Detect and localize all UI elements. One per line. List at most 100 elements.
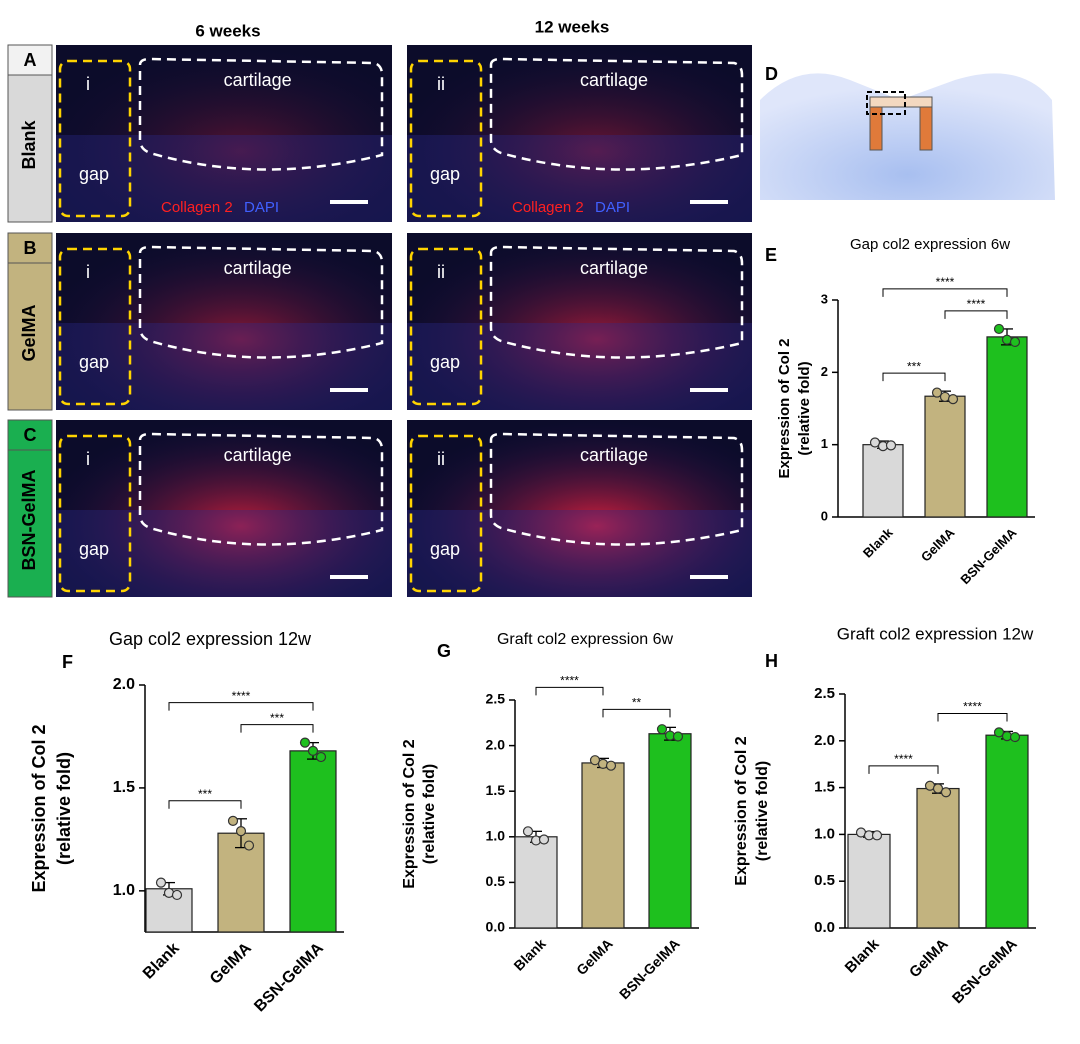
image-label: i	[86, 262, 90, 282]
gap-outline	[409, 434, 483, 593]
x-tick-label: BSN-GelMA	[957, 525, 1020, 588]
roi-box	[866, 91, 906, 115]
image-label: gap	[430, 539, 460, 559]
y-tick-label: 2.5	[486, 691, 506, 707]
image-label: gap	[79, 539, 109, 559]
data-point	[227, 815, 239, 826]
micrograph-stain	[56, 45, 392, 222]
image-label: gap	[79, 352, 109, 372]
cartilage-outline	[489, 432, 744, 546]
bar	[862, 444, 904, 518]
chart-title: Gap col2 expression 12w	[109, 629, 312, 649]
x-tick-label: GelMA	[207, 939, 255, 987]
image-label: cartilage	[580, 70, 648, 90]
chart-title: Graft col2 expression 6w	[497, 631, 674, 648]
significance-bracket	[882, 288, 1008, 297]
data-point	[299, 737, 311, 748]
image-label: i	[86, 449, 90, 469]
panel-letter: E	[765, 245, 777, 265]
y-axis-label: Expression of Col 2	[776, 338, 793, 478]
row-letter: B	[24, 238, 37, 258]
panel-letter: F	[62, 652, 73, 672]
gap-outline	[58, 434, 132, 593]
chart-title: Graft col2 expression 12w	[837, 624, 1034, 643]
y-tick-label: 0.5	[814, 872, 835, 889]
x-tick-label: Blank	[510, 935, 548, 973]
data-point	[155, 877, 167, 888]
significance-bracket	[937, 712, 1008, 722]
x-tick-label: GelMA	[906, 936, 952, 982]
cartilage-outline	[138, 245, 384, 359]
image-label: cartilage	[580, 445, 648, 465]
y-tick-label: 1.0	[113, 882, 135, 899]
y-tick-label: 1.5	[486, 782, 506, 798]
row-letter: A	[24, 50, 37, 70]
y-axis-label: (relative fold)	[754, 761, 771, 861]
data-point	[1009, 336, 1021, 348]
significance-bracket	[602, 708, 671, 718]
y-tick-label: 1.0	[814, 825, 835, 842]
y-tick-label: 0.5	[486, 873, 506, 889]
bar	[289, 750, 337, 933]
micrograph-dapi	[56, 135, 392, 222]
image-label: cartilage	[224, 445, 292, 465]
x-tick-label: BSN-GelMA	[949, 935, 1021, 1007]
data-point	[307, 745, 319, 756]
bar	[581, 762, 625, 929]
bar	[217, 832, 265, 933]
joint-schematic	[760, 73, 1055, 200]
bar	[514, 836, 558, 929]
image-label: gap	[430, 352, 460, 372]
bar	[985, 734, 1029, 929]
row-letter-box	[7, 44, 53, 76]
row-letter-box	[7, 232, 53, 264]
data-point	[672, 731, 684, 742]
gap-outline	[58, 59, 132, 218]
micrograph-stain	[56, 420, 392, 597]
x-tick-label: Blank	[140, 940, 183, 983]
micrograph-stain	[407, 420, 752, 597]
micrograph-stain	[407, 233, 752, 410]
data-point	[931, 387, 943, 398]
x-tick-label: GelMA	[918, 525, 958, 565]
data-point	[538, 834, 550, 845]
panel-letter: D	[765, 64, 778, 84]
stain-label: Collagen 2	[161, 199, 233, 216]
micrograph-dapi	[407, 135, 752, 222]
row-letter-box	[7, 419, 53, 451]
x-tick-label: BSN-GelMA	[251, 939, 327, 1015]
significance-label: ***	[270, 711, 284, 725]
significance-label: ****	[232, 689, 251, 703]
stain-label: DAPI	[244, 199, 279, 216]
panel-letter: G	[437, 641, 451, 661]
row-letter: C	[24, 425, 37, 445]
significance-bracket	[944, 310, 1008, 319]
y-tick-label: 1.5	[113, 779, 135, 796]
y-tick-label: 2.0	[814, 732, 835, 749]
y-tick-label: 2	[821, 364, 828, 379]
bar	[847, 833, 891, 929]
y-axis-label: Expression of Col 2	[733, 736, 750, 885]
y-axis-label: (relative fold)	[421, 764, 438, 864]
data-point	[993, 323, 1005, 335]
panel-letter: H	[765, 651, 778, 671]
x-tick-label: Blank	[842, 935, 883, 976]
bar	[648, 733, 692, 929]
bar	[986, 336, 1028, 518]
significance-bracket	[535, 686, 604, 696]
data-point	[947, 393, 959, 405]
y-tick-label: 1.0	[486, 828, 506, 844]
gap-outline	[58, 247, 132, 406]
image-label: ii	[437, 74, 445, 94]
data-point	[235, 826, 247, 837]
significance-label: ****	[560, 674, 579, 688]
column-header: 12 weeks	[535, 17, 610, 36]
image-label: gap	[430, 164, 460, 184]
data-point	[171, 889, 183, 901]
micrograph-stain	[56, 233, 392, 410]
y-tick-label: 0	[821, 508, 828, 523]
micrograph-dapi	[56, 323, 392, 410]
y-tick-label: 2.5	[814, 685, 835, 702]
image-label: cartilage	[224, 258, 292, 278]
